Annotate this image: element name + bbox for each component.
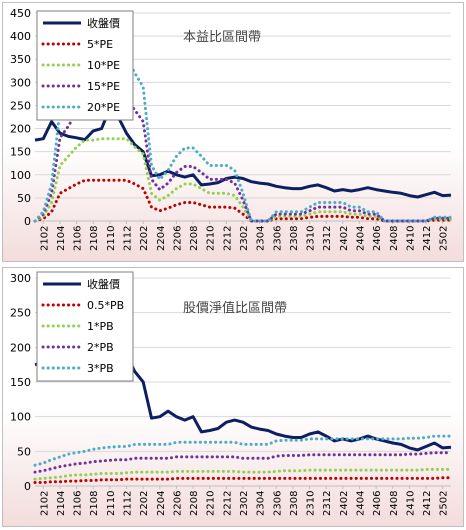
y-tick-label: 50 — [17, 192, 31, 205]
x-tick-label: 2302 — [239, 226, 250, 251]
x-tick-label: 2206 — [172, 226, 183, 251]
x-tick-label: 2408 — [389, 226, 400, 251]
y-tick-label: 100 — [10, 169, 31, 182]
y-tick-label: 100 — [10, 411, 31, 424]
x-tick-label: 2302 — [239, 491, 250, 516]
x-tick-label: 2110 — [106, 491, 117, 516]
x-tick-label: 2108 — [89, 491, 100, 516]
pe-band-chart: 0 50 100 150 200 250 300 350 400 450 2102 2104 2106 2… — [2, 2, 464, 262]
x-tick-label: 2410 — [405, 491, 416, 516]
series-line — [33, 178, 453, 223]
legend-label: 2*PB — [87, 341, 114, 354]
legend-label: 10*PE — [87, 59, 120, 72]
x-tick-label: 2406 — [372, 226, 383, 251]
x-tick-label: 2408 — [389, 491, 400, 516]
x-tick-label: 2208 — [189, 491, 200, 516]
legend-label: 3*PB — [87, 362, 114, 375]
y-tick-label: 200 — [10, 123, 31, 136]
x-tick-label: 2404 — [355, 226, 366, 251]
x-tick-label: 2404 — [355, 491, 366, 516]
x-tick-label: 2112 — [123, 226, 134, 251]
y-tick-label: 200 — [10, 341, 31, 354]
pb-band-chart-svg: 0 50 100 150 200 250 300 2102 2104 2106 2108 2110 21… — [10, 271, 453, 516]
legend-label: 5*PE — [87, 38, 113, 51]
x-tick-label: 2306 — [272, 226, 283, 251]
legend-label: 收盤價 — [87, 16, 120, 30]
series-line — [33, 476, 453, 484]
x-tick-label: 2104 — [56, 226, 67, 251]
legend-label: 20*PE — [87, 101, 120, 114]
x-tick-label: 2212 — [222, 491, 233, 516]
series-line — [33, 434, 453, 467]
x-tick-label: 2502 — [439, 226, 450, 251]
x-tick-label: 2406 — [372, 491, 383, 516]
x-tick-label: 2206 — [172, 491, 183, 516]
x-tick-label: 2102 — [39, 226, 50, 251]
series-line — [34, 106, 452, 199]
y-tick-label: 400 — [10, 30, 31, 43]
x-tick-label: 2310 — [306, 491, 317, 516]
x-tick-label: 2412 — [422, 226, 433, 251]
x-tick-label: 2204 — [156, 491, 167, 516]
x-tick-label: 2204 — [156, 226, 167, 251]
x-tick-label: 2108 — [89, 226, 100, 251]
x-tick-label: 2210 — [206, 491, 217, 516]
y-tick-label: 300 — [10, 272, 31, 285]
x-tick-label: 2112 — [123, 491, 134, 516]
legend-label: 1*PB — [87, 320, 114, 333]
x-tick-label: 2104 — [56, 491, 67, 516]
x-tick-label: 2208 — [189, 226, 200, 251]
y-tick-label: 150 — [10, 146, 31, 159]
series-line — [33, 55, 453, 223]
x-tick-label: 2310 — [306, 226, 317, 251]
x-tick-label: 2308 — [289, 226, 300, 251]
x-tick-label: 2306 — [272, 491, 283, 516]
x-tick-label: 2304 — [256, 491, 267, 516]
x-tick-label: 2304 — [256, 226, 267, 251]
x-tick-label: 2210 — [206, 226, 217, 251]
x-tick-label: 2106 — [73, 226, 84, 251]
legend-label: 0.5*PB — [87, 299, 124, 312]
x-tick-label: 2110 — [106, 226, 117, 251]
y-tick-label: 300 — [10, 76, 31, 89]
chart-title: 本益比區間帶 — [183, 30, 261, 45]
chart-title: 股價淨值比區間帶 — [183, 300, 287, 316]
y-tick-label: 250 — [10, 99, 31, 112]
x-tick-label: 2412 — [422, 491, 433, 516]
x-tick-label: 2502 — [439, 491, 450, 516]
x-tick-label: 2212 — [222, 226, 233, 251]
legend-label: 15*PE — [87, 80, 120, 93]
y-tick-label: 0 — [24, 480, 31, 493]
pb-band-chart: 0 50 100 150 200 250 300 2102 2104 2106 2108 2110 21… — [2, 267, 464, 527]
series-line — [33, 467, 453, 481]
legend-label: 收盤價 — [87, 277, 120, 291]
series-line — [33, 137, 453, 223]
x-tick-label: 2402 — [339, 226, 350, 251]
x-tick-label: 2202 — [139, 491, 150, 516]
x-tick-label: 2312 — [322, 226, 333, 251]
x-tick-label: 2410 — [405, 226, 416, 251]
y-tick-label: 450 — [10, 7, 31, 20]
x-tick-label: 2312 — [322, 491, 333, 516]
y-tick-label: 150 — [10, 376, 31, 389]
y-tick-label: 0 — [24, 215, 31, 228]
x-tick-label: 2106 — [73, 491, 84, 516]
y-tick-label: 50 — [17, 445, 31, 458]
x-tick-label: 2202 — [139, 226, 150, 251]
pe-band-chart-svg: 0 50 100 150 200 250 300 350 400 450 2102 2104 2106 2… — [10, 7, 453, 251]
x-tick-label: 2402 — [339, 491, 350, 516]
x-tick-label: 2102 — [39, 491, 50, 516]
series-line — [33, 451, 453, 474]
y-tick-label: 350 — [10, 53, 31, 66]
y-tick-label: 250 — [10, 307, 31, 320]
x-tick-label: 2308 — [289, 491, 300, 516]
